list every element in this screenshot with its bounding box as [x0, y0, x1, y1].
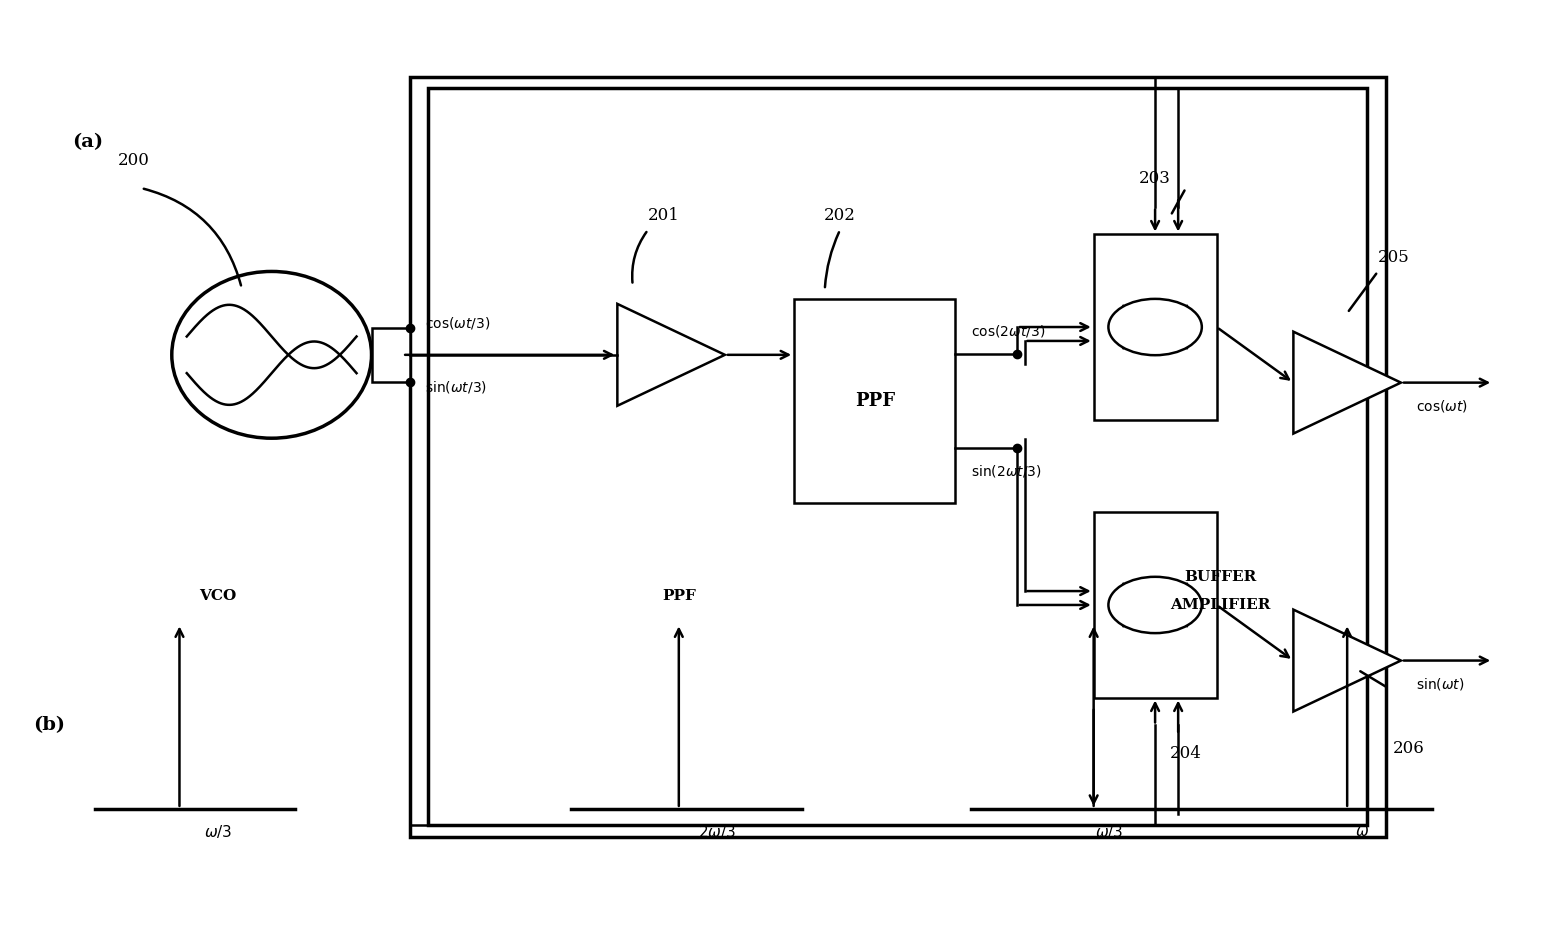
Polygon shape — [1294, 332, 1402, 433]
Text: PPF: PPF — [854, 392, 894, 410]
Text: 203: 203 — [1140, 171, 1170, 187]
Text: AMPLIFIER: AMPLIFIER — [1170, 598, 1271, 612]
Text: 206: 206 — [1392, 740, 1425, 757]
Bar — [1093, 513, 1217, 698]
Ellipse shape — [171, 271, 372, 438]
Text: $\cos(2\omega t/3)$: $\cos(2\omega t/3)$ — [971, 323, 1045, 339]
Text: 205: 205 — [1377, 249, 1409, 266]
Polygon shape — [617, 304, 725, 405]
Bar — [372, 328, 410, 381]
Text: $\omega/3$: $\omega/3$ — [1095, 824, 1123, 841]
Text: BUFFER: BUFFER — [1184, 570, 1257, 584]
Text: 202: 202 — [825, 207, 856, 225]
Text: 204: 204 — [1170, 745, 1201, 761]
Text: $\omega$: $\omega$ — [1355, 825, 1369, 839]
Bar — [794, 299, 956, 503]
Text: $2\omega/3$: $2\omega/3$ — [699, 824, 736, 841]
Text: (a): (a) — [72, 132, 103, 151]
Circle shape — [1109, 299, 1201, 355]
Text: (b): (b) — [32, 717, 65, 734]
Text: $\sin(\omega t)$: $\sin(\omega t)$ — [1416, 676, 1465, 692]
Bar — [1093, 234, 1217, 419]
Text: $\sin(\omega t/3)$: $\sin(\omega t/3)$ — [426, 378, 487, 394]
Text: $\cos(\omega t)$: $\cos(\omega t)$ — [1416, 398, 1468, 414]
Text: $\omega/3$: $\omega/3$ — [204, 824, 233, 841]
Bar — [429, 88, 1368, 826]
Text: 201: 201 — [648, 207, 680, 225]
Text: 200: 200 — [117, 152, 150, 169]
Text: VCO: VCO — [199, 589, 236, 603]
Polygon shape — [1294, 610, 1402, 711]
Circle shape — [1109, 577, 1201, 633]
Text: $\cos(\omega t/3)$: $\cos(\omega t/3)$ — [426, 315, 490, 331]
Text: PPF: PPF — [662, 589, 695, 603]
Text: $\sin(2\omega t/3)$: $\sin(2\omega t/3)$ — [971, 463, 1041, 479]
Bar — [410, 77, 1386, 837]
